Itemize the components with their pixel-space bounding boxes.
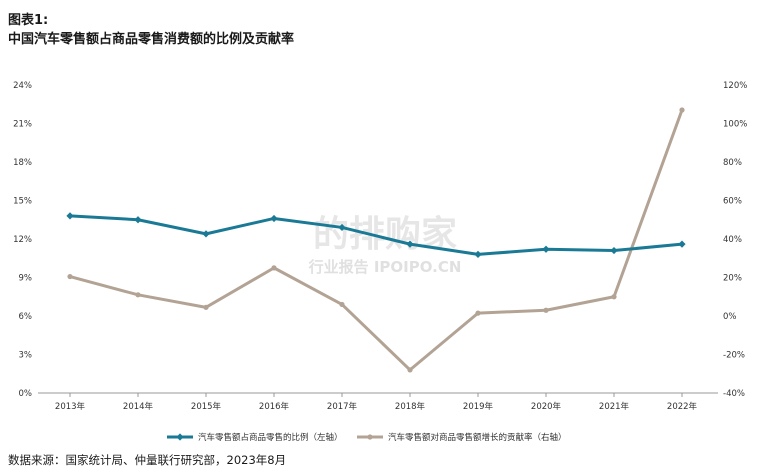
data-point-share	[474, 250, 482, 258]
data-point-contribution	[67, 273, 73, 280]
y-right-tick-label: -20%	[723, 351, 745, 361]
series-line-share	[69, 214, 683, 256]
data-point-contribution	[271, 265, 277, 271]
data-point-contribution	[135, 292, 141, 298]
y-left-tick-label: 12%	[13, 235, 32, 245]
series-line-contribution	[69, 109, 684, 372]
data-point-share	[338, 223, 346, 232]
y-left-tick-label: 24%	[13, 81, 32, 91]
y-left-tick-label: 21%	[13, 120, 32, 130]
data-point-contribution	[339, 301, 345, 308]
chart-title: 中国汽车零售额占商品零售消费额的比例及贡献率	[8, 32, 295, 47]
chart-legend: 汽车零售额占商品零售的比例（左轴） 汽车零售额对商品零售额增长的贡献率（右轴）	[167, 432, 567, 443]
y-right-tick-label: -40%	[723, 389, 745, 399]
data-point-share	[66, 212, 74, 220]
x-tick-label: 2018年	[395, 401, 426, 412]
watermark-sub: 行业报告 IPOIPO.CN	[308, 258, 462, 276]
data-point-share	[542, 245, 550, 253]
x-tick-label: 2017年	[327, 401, 358, 412]
data-point-contribution	[203, 304, 209, 310]
y-right-tick-label: 80%	[723, 158, 742, 168]
y-right-tick-label: 40%	[723, 235, 742, 245]
x-tick-label: 2022年	[667, 401, 698, 412]
data-source-note: 数据来源：国家统计局、仲量联行研究部，2023年8月	[8, 453, 287, 467]
y-left-tick-label: 0%	[19, 389, 33, 399]
data-point-share	[134, 216, 142, 224]
data-point-share	[202, 230, 210, 238]
y-right-tick-label: 100%	[723, 120, 747, 130]
data-point-contribution	[475, 310, 481, 316]
y-left-tick-label: 9%	[19, 274, 33, 284]
chart-axes: 0% 3% 6% 9% 12% 15% 18% 21% 24% -40% -20% 0% 20% 40% 6…	[13, 81, 747, 412]
data-point-contribution	[407, 367, 413, 373]
data-point-contribution	[679, 107, 685, 113]
y-right-tick-label: 20%	[723, 274, 742, 284]
x-tick-label: 2019年	[463, 401, 494, 412]
x-tick-label: 2016年	[259, 401, 290, 412]
x-tick-label: 2021年	[599, 401, 630, 412]
y-left-tick-label: 3%	[19, 351, 33, 361]
y-right-tick-label: 120%	[723, 81, 747, 91]
y-right-tick-label: 60%	[723, 197, 742, 207]
y-right-tick-label: 0%	[723, 312, 737, 322]
data-point-contribution	[543, 307, 549, 313]
watermark: 的排购家 行业报告 IPOIPO.CN	[308, 214, 462, 276]
data-point-share	[610, 246, 618, 255]
x-tick-label: 2014年	[123, 401, 154, 412]
y-left-tick-label: 6%	[19, 312, 33, 322]
x-tick-label: 2013年	[55, 401, 86, 412]
x-tick-label: 2015年	[191, 401, 222, 412]
data-point-share	[678, 240, 686, 248]
legend-label-share: 汽车零售额占商品零售的比例（左轴）	[198, 432, 343, 443]
legend-marker-share	[176, 433, 184, 441]
y-left-tick-label: 15%	[13, 197, 32, 207]
y-left-tick-label: 18%	[13, 158, 32, 168]
figure-label: 图表1:	[8, 13, 49, 28]
data-point-contribution	[611, 294, 617, 300]
legend-marker-contribution	[367, 434, 373, 440]
series-layer	[66, 107, 686, 373]
x-tick-label: 2020年	[531, 401, 562, 412]
data-point-share	[406, 240, 414, 248]
legend-label-contribution: 汽车零售额对商品零售额增长的贡献率（右轴）	[388, 432, 567, 443]
data-point-share	[270, 214, 278, 223]
